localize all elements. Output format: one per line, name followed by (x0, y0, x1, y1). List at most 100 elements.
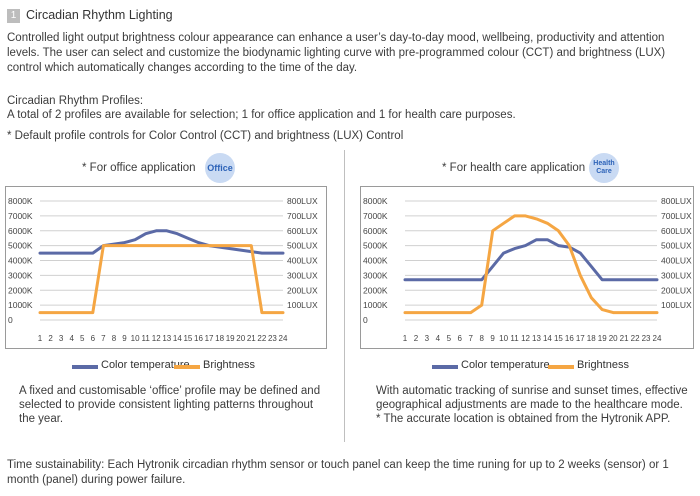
office-desc-line-2: selected to provide consistent lighting … (19, 399, 314, 411)
health-x-tick: 3 (425, 334, 430, 343)
health-y-right-tick: 700LUX (661, 211, 692, 221)
health-x-tick: 5 (447, 334, 452, 343)
column-divider (344, 150, 345, 442)
health-x-tick: 6 (458, 334, 463, 343)
office-x-tick: 11 (141, 334, 150, 343)
office-x-tick: 10 (131, 334, 140, 343)
office-x-tick: 9 (122, 334, 127, 343)
office-x-tick: 15 (183, 334, 192, 343)
health-x-tick: 13 (532, 334, 541, 343)
office-y-left-tick: 6000K (8, 226, 33, 236)
office-legend-lux-swatch (174, 365, 200, 369)
profiles-heading: Circadian Rhythm Profiles: (7, 95, 144, 107)
office-legend-cct-swatch (72, 365, 98, 369)
office-chart: 8000K 7000K 6000K 5000K 4000K 3000K 2000K 1000K… (5, 186, 327, 349)
health-series-brightness-line (403, 214, 659, 315)
office-x-tick: 12 (152, 334, 161, 343)
health-x-tick: 24 (653, 334, 662, 343)
office-x-tick: 3 (59, 334, 64, 343)
health-x-tick: 23 (642, 334, 651, 343)
office-x-tick: 6 (91, 334, 96, 343)
health-series-color-temperature-line (403, 238, 659, 282)
health-x-tick: 18 (587, 334, 596, 343)
office-x-tick: 14 (173, 334, 182, 343)
health-y-left-tick: 7000K (363, 211, 388, 221)
health-y-left-tick: 0 (363, 315, 368, 325)
office-y-left-tick: 2000K (8, 285, 33, 295)
health-x-tick: 16 (565, 334, 574, 343)
health-care-chart: 8000K 7000K 6000K 5000K 4000K 3000K 2000K 1000K… (360, 186, 694, 349)
office-y-left-tick: 1000K (8, 300, 33, 310)
health-y-left-tick: 6000K (363, 226, 388, 236)
intro-line-2: levels. The user can select and customiz… (7, 47, 666, 59)
health-y-left-tick: 2000K (363, 285, 388, 295)
health-legend-lux-swatch (548, 365, 574, 369)
intro-line-1: Controlled light output brightness colou… (7, 32, 665, 44)
health-x-tick: 1 (403, 334, 408, 343)
health-caption: * For health care application (442, 162, 586, 174)
health-x-tick: 4 (436, 334, 441, 343)
office-chart-svg: 8000K 7000K 6000K 5000K 4000K 3000K 2000K 1000K… (8, 196, 318, 343)
office-y-left-tick: 4000K (8, 256, 33, 266)
office-x-tick: 8 (112, 334, 117, 343)
office-x-tick: 1 (38, 334, 43, 343)
health-legend-lux-label: Brightness (577, 359, 629, 371)
office-y-right-tick: 300LUX (287, 270, 318, 280)
office-badge-label: Office (207, 163, 233, 173)
office-x-tick: 21 (247, 334, 256, 343)
health-y-left-tick: 1000K (363, 300, 388, 310)
health-x-tick: 11 (510, 334, 519, 343)
health-x-tick: 19 (598, 334, 607, 343)
office-legend-lux-label: Brightness (203, 359, 255, 371)
office-x-tick: 22 (257, 334, 266, 343)
footer-line-1: Time sustainability: Each Hytronik circa… (7, 459, 669, 471)
section-title: Circadian Rhythm Lighting (26, 8, 173, 22)
health-x-tick: 7 (469, 334, 474, 343)
health-x-tick: 21 (620, 334, 629, 343)
office-series-brightness-line (38, 244, 285, 315)
office-x-tick: 24 (279, 334, 288, 343)
office-x-tick: 23 (268, 334, 277, 343)
health-y-left-tick: 4000K (363, 256, 388, 266)
health-y-right-tick: 300LUX (661, 270, 692, 280)
office-y-left-tick: 7000K (8, 211, 33, 221)
health-y-right-tick: 800LUX (661, 196, 692, 206)
office-y-right-tick: 200LUX (287, 285, 318, 295)
office-y-right-tick: 700LUX (287, 211, 318, 221)
health-badge-label-2: Care (596, 168, 612, 175)
office-y-left-tick: 8000K (8, 196, 33, 206)
health-x-tick: 14 (543, 334, 552, 343)
office-x-tick: 19 (226, 334, 235, 343)
office-x-tick: 17 (205, 334, 214, 343)
office-caption: * For office application (82, 162, 196, 174)
health-x-tick: 9 (490, 334, 495, 343)
office-desc-line-3: the year. (19, 413, 64, 425)
office-y-right-tick: 600LUX (287, 226, 318, 236)
office-y-left-tick: 5000K (8, 241, 33, 251)
office-x-tick: 5 (80, 334, 85, 343)
health-badge-label-1: Health (593, 160, 615, 167)
health-desc-line-2: geographical adjustments are made to the… (376, 399, 683, 411)
office-y-right-tick: 800LUX (287, 196, 318, 206)
office-x-tick: 13 (162, 334, 171, 343)
office-y-right-tick: 100LUX (287, 300, 318, 310)
office-desc-line-1: A fixed and customisable ‘office’ profil… (19, 385, 321, 397)
health-x-tick: 2 (414, 334, 419, 343)
health-y-right-tick: 600LUX (661, 226, 692, 236)
office-x-tick: 2 (48, 334, 53, 343)
health-x-tick: 20 (609, 334, 618, 343)
health-y-left-tick: 8000K (363, 196, 388, 206)
office-y-right-tick: 400LUX (287, 256, 318, 266)
profiles-line-1: A total of 2 profiles are available for … (7, 109, 516, 121)
office-x-tick: 20 (236, 334, 245, 343)
health-x-tick: 10 (499, 334, 508, 343)
health-chart-svg: 8000K 7000K 6000K 5000K 4000K 3000K 2000K 1000K… (363, 196, 692, 343)
health-y-right-tick: 400LUX (661, 256, 692, 266)
health-y-right-tick: 100LUX (661, 300, 692, 310)
profiles-line-2: * Default profile controls for Color Con… (7, 130, 404, 142)
health-x-tick: 15 (554, 334, 563, 343)
office-x-tick: 7 (101, 334, 106, 343)
office-x-tick: 16 (194, 334, 203, 343)
health-desc-line-3: * The accurate location is obtained from… (376, 413, 671, 425)
health-y-right-tick: 200LUX (661, 285, 692, 295)
